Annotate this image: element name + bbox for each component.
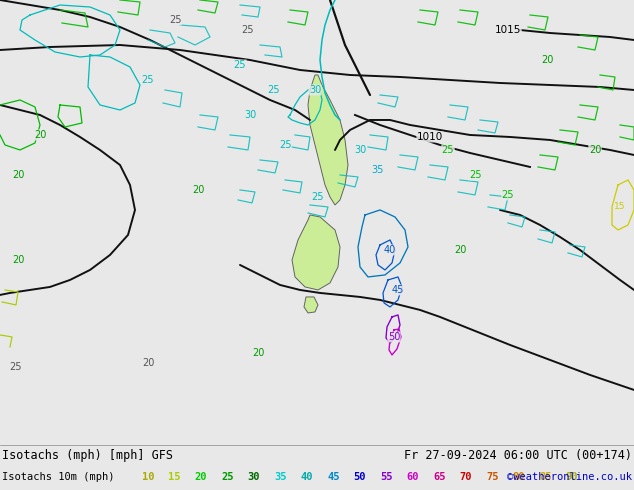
Text: 20: 20 <box>252 348 264 358</box>
Polygon shape <box>304 297 318 313</box>
Text: 20: 20 <box>12 255 24 265</box>
Text: 85: 85 <box>540 472 552 482</box>
Text: 20: 20 <box>454 245 466 255</box>
Text: 20: 20 <box>192 185 204 195</box>
Text: 20: 20 <box>541 55 553 65</box>
Text: 1015: 1015 <box>495 25 521 35</box>
Text: 55: 55 <box>380 472 392 482</box>
Text: 25: 25 <box>9 362 22 372</box>
Text: 30: 30 <box>354 145 366 155</box>
Text: 25: 25 <box>279 140 291 150</box>
Polygon shape <box>292 215 340 290</box>
Text: 35: 35 <box>275 472 287 482</box>
Text: 20: 20 <box>34 130 46 140</box>
Text: 50: 50 <box>388 332 400 342</box>
Text: 25: 25 <box>142 75 154 85</box>
Text: 20: 20 <box>12 170 24 180</box>
Text: 15: 15 <box>168 472 181 482</box>
Text: ©weatheronline.co.uk: ©weatheronline.co.uk <box>507 472 632 482</box>
Text: 10: 10 <box>142 472 154 482</box>
Text: Fr 27-09-2024 06:00 UTC (00+174): Fr 27-09-2024 06:00 UTC (00+174) <box>404 449 632 463</box>
Text: 70: 70 <box>460 472 472 482</box>
Text: 40: 40 <box>384 245 396 255</box>
Text: 65: 65 <box>433 472 446 482</box>
Text: 60: 60 <box>407 472 419 482</box>
Polygon shape <box>308 75 348 205</box>
Text: 25: 25 <box>267 85 279 95</box>
Text: 25: 25 <box>242 25 254 35</box>
Text: 25: 25 <box>234 60 246 70</box>
Text: 25: 25 <box>442 145 454 155</box>
Text: 25: 25 <box>169 15 181 25</box>
Text: 75: 75 <box>486 472 499 482</box>
Text: 50: 50 <box>354 472 366 482</box>
Text: 30: 30 <box>248 472 260 482</box>
Text: Isotachs (mph) [mph] GFS: Isotachs (mph) [mph] GFS <box>2 449 173 463</box>
Text: 45: 45 <box>327 472 340 482</box>
Text: 25: 25 <box>221 472 234 482</box>
Text: 80: 80 <box>513 472 525 482</box>
Text: 35: 35 <box>372 165 384 175</box>
Text: 30: 30 <box>244 110 256 120</box>
Text: 25: 25 <box>501 190 514 200</box>
Text: 25: 25 <box>469 170 481 180</box>
Text: Isotachs 10m (mph): Isotachs 10m (mph) <box>2 472 115 482</box>
Text: 20: 20 <box>142 358 154 368</box>
Text: 20: 20 <box>589 145 601 155</box>
Text: 30: 30 <box>309 85 321 95</box>
Text: 20: 20 <box>195 472 207 482</box>
Text: 25: 25 <box>312 192 324 202</box>
Text: 45: 45 <box>392 285 404 295</box>
Text: 15: 15 <box>614 202 626 212</box>
Text: 1010: 1010 <box>417 132 443 142</box>
Text: 90: 90 <box>566 472 578 482</box>
Text: 40: 40 <box>301 472 313 482</box>
